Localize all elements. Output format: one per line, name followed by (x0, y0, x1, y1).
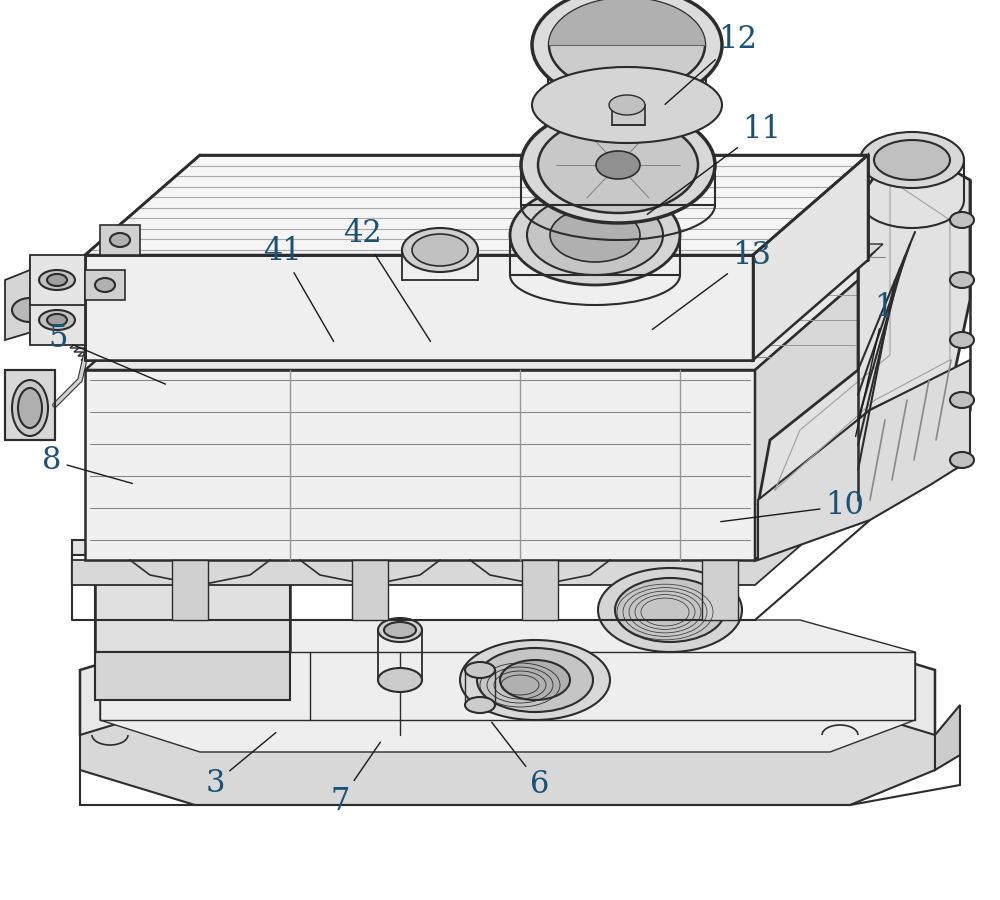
Text: 3: 3 (205, 733, 276, 798)
Ellipse shape (500, 660, 570, 700)
Text: 1: 1 (856, 292, 894, 436)
Text: 10: 10 (721, 491, 864, 522)
Ellipse shape (47, 314, 67, 326)
Polygon shape (95, 582, 290, 652)
Polygon shape (78, 256, 871, 356)
Ellipse shape (12, 380, 48, 436)
Polygon shape (755, 270, 870, 560)
Polygon shape (352, 560, 388, 620)
Ellipse shape (874, 140, 950, 180)
Ellipse shape (950, 452, 974, 468)
Text: 5: 5 (48, 323, 165, 384)
Ellipse shape (12, 298, 48, 322)
Polygon shape (612, 105, 645, 125)
Ellipse shape (577, 86, 661, 134)
Ellipse shape (950, 332, 974, 348)
Ellipse shape (465, 697, 495, 713)
Ellipse shape (110, 233, 130, 247)
Polygon shape (549, 0, 705, 45)
Polygon shape (100, 620, 915, 752)
Polygon shape (758, 140, 970, 505)
Text: 8: 8 (42, 446, 132, 483)
Ellipse shape (34, 287, 78, 313)
Polygon shape (82, 260, 867, 360)
Polygon shape (522, 560, 558, 620)
Polygon shape (95, 652, 290, 700)
Polygon shape (753, 155, 868, 360)
Polygon shape (30, 295, 85, 345)
Polygon shape (72, 460, 870, 620)
Ellipse shape (532, 0, 722, 103)
Polygon shape (85, 270, 870, 370)
Polygon shape (80, 700, 935, 805)
Text: 6: 6 (492, 722, 550, 800)
Polygon shape (30, 255, 85, 305)
Ellipse shape (598, 568, 742, 652)
Ellipse shape (950, 392, 974, 408)
Ellipse shape (550, 208, 640, 262)
Polygon shape (74, 252, 875, 352)
Polygon shape (66, 244, 883, 344)
Ellipse shape (510, 185, 680, 285)
Ellipse shape (402, 228, 478, 272)
Polygon shape (85, 370, 755, 560)
Polygon shape (758, 360, 970, 560)
Ellipse shape (950, 272, 974, 288)
Polygon shape (598, 110, 640, 165)
Polygon shape (935, 705, 960, 770)
Ellipse shape (596, 151, 640, 179)
Polygon shape (5, 370, 55, 440)
Polygon shape (5, 260, 55, 340)
Ellipse shape (378, 618, 422, 642)
Ellipse shape (384, 622, 416, 638)
Text: 13: 13 (652, 240, 772, 329)
Polygon shape (172, 560, 208, 620)
Polygon shape (70, 248, 879, 348)
Ellipse shape (549, 0, 705, 92)
Ellipse shape (465, 662, 495, 678)
Polygon shape (30, 260, 82, 340)
Polygon shape (702, 560, 738, 620)
Ellipse shape (860, 132, 964, 188)
Ellipse shape (527, 195, 663, 275)
Text: 42: 42 (343, 219, 431, 341)
Polygon shape (85, 155, 868, 255)
Ellipse shape (39, 270, 75, 290)
Ellipse shape (39, 310, 75, 330)
Ellipse shape (460, 640, 610, 720)
Polygon shape (85, 270, 125, 300)
Ellipse shape (615, 578, 725, 642)
Text: 11: 11 (647, 114, 782, 214)
Ellipse shape (412, 234, 468, 266)
Polygon shape (100, 225, 140, 255)
Ellipse shape (18, 388, 42, 428)
Ellipse shape (538, 117, 698, 213)
Ellipse shape (477, 648, 593, 712)
Ellipse shape (532, 67, 722, 143)
Ellipse shape (589, 93, 649, 127)
Polygon shape (72, 440, 870, 585)
Ellipse shape (950, 212, 974, 228)
Text: 12: 12 (665, 24, 758, 104)
Ellipse shape (42, 292, 70, 308)
Text: 7: 7 (330, 742, 380, 816)
Ellipse shape (609, 95, 645, 115)
Polygon shape (80, 635, 935, 770)
Ellipse shape (47, 274, 67, 286)
Ellipse shape (378, 668, 422, 692)
Ellipse shape (95, 278, 115, 292)
Polygon shape (85, 255, 753, 360)
Text: 41: 41 (263, 237, 334, 341)
Ellipse shape (521, 107, 715, 223)
